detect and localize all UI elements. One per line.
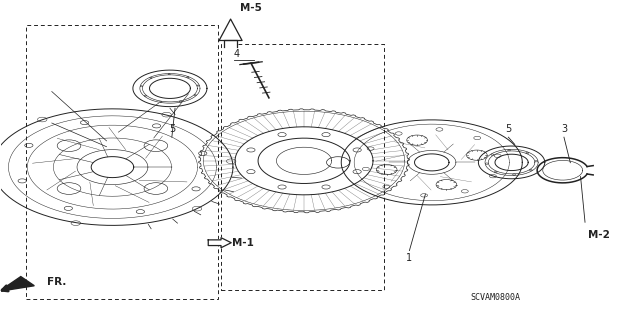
Text: 4: 4 <box>234 49 240 59</box>
Text: FR.: FR. <box>47 277 66 287</box>
Text: 1: 1 <box>406 254 412 263</box>
Text: SCVAM0800A: SCVAM0800A <box>470 293 520 302</box>
Bar <box>26 26 218 300</box>
Polygon shape <box>219 19 242 41</box>
Bar <box>221 44 384 290</box>
Text: 3: 3 <box>561 124 567 134</box>
Polygon shape <box>224 41 237 48</box>
Polygon shape <box>208 238 231 248</box>
Text: M-5: M-5 <box>240 3 262 13</box>
Polygon shape <box>0 277 35 291</box>
Text: 5: 5 <box>169 124 175 134</box>
Text: M-1: M-1 <box>232 238 253 248</box>
Text: M-2: M-2 <box>588 230 610 240</box>
Text: 5: 5 <box>505 124 511 134</box>
